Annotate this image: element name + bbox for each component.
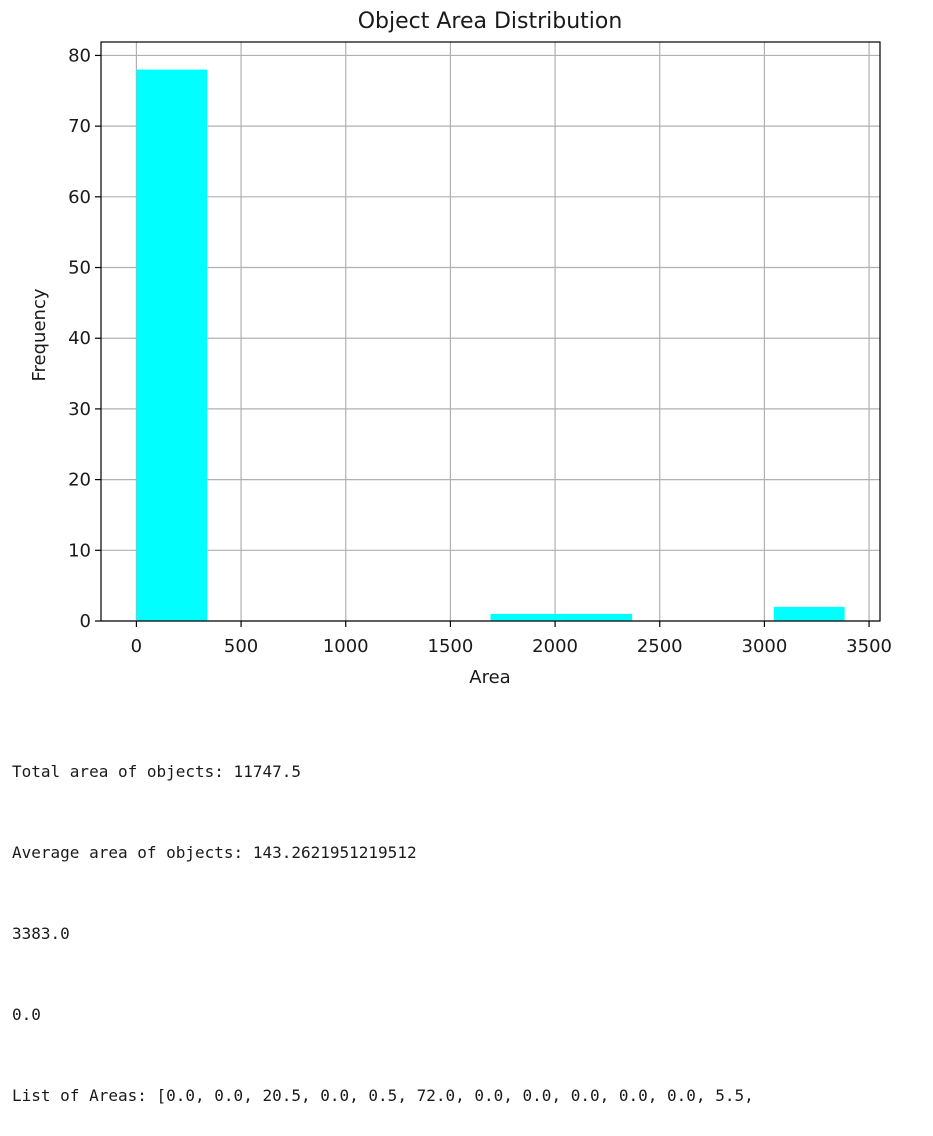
x-tick-label: 500	[224, 636, 258, 657]
chart-title: Object Area Distribution	[358, 9, 623, 34]
y-axis-label: Frequency	[29, 288, 50, 381]
y-tick-label: 20	[68, 470, 91, 491]
histogram-bar	[490, 613, 562, 621]
y-axis-ticks: 0 10 20 30 40 50 60 70 80	[68, 45, 101, 632]
y-tick-label: 10	[68, 540, 91, 561]
x-tick-label: 3000	[742, 636, 788, 657]
y-tick-label: 30	[68, 399, 91, 420]
x-tick-label: 3500	[846, 636, 892, 657]
y-tick-label: 60	[68, 187, 91, 208]
output-average-area: Average area of objects: 143.26219512195…	[12, 843, 417, 862]
y-tick-label: 40	[68, 328, 91, 349]
x-tick-label: 2000	[532, 636, 578, 657]
output-min-area: 0.0	[12, 1005, 41, 1024]
x-tick-label: 0	[131, 636, 142, 657]
y-tick-label: 50	[68, 258, 91, 279]
histogram-bar	[136, 69, 208, 622]
y-tick-label: 0	[80, 611, 91, 632]
histogram-bar	[773, 606, 845, 621]
histogram-bar	[561, 613, 633, 621]
output-area-list: List of Areas: [0.0, 0.0, 20.5, 0.0, 0.5…	[12, 1086, 754, 1105]
console-output: Total area of objects: 11747.5 Average a…	[12, 704, 933, 1136]
plot-area-frame	[100, 41, 881, 622]
x-tick-label: 1000	[323, 636, 369, 657]
histogram-bars	[136, 69, 845, 622]
output-max-area: 3383.0	[12, 924, 70, 943]
y-tick-label: 70	[68, 116, 91, 137]
x-tick-label: 2500	[637, 636, 683, 657]
x-tick-label: 1500	[428, 636, 474, 657]
y-tick-label: 80	[68, 45, 91, 66]
x-axis-ticks: 0 500 1000 1500 2000 2500 3000 3500	[131, 621, 892, 657]
output-total-area: Total area of objects: 11747.5	[12, 762, 301, 781]
x-axis-label: Area	[469, 667, 510, 688]
grid-lines	[101, 42, 880, 622]
histogram-chart: Object Area Distribution 0 500 1000 1500 200…	[29, 9, 892, 688]
